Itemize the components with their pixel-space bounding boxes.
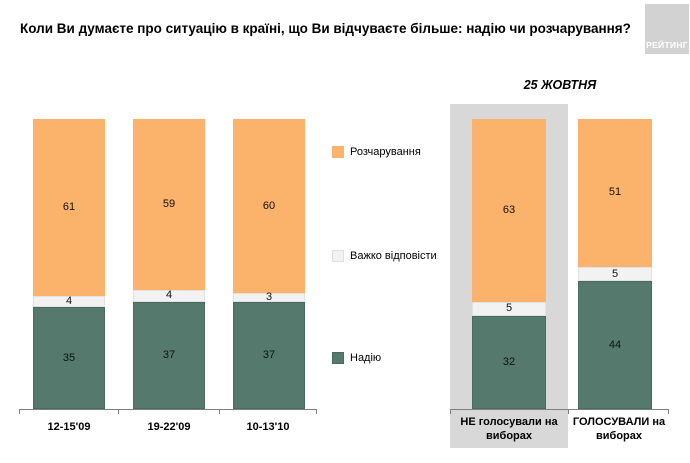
axis-tick	[316, 409, 317, 414]
bar-segment-disappointment: 59	[133, 119, 205, 291]
bar-segment-hope: 44	[578, 281, 652, 409]
bar-value-label: 3	[265, 290, 273, 303]
bar-value-label: 37	[162, 348, 176, 361]
bar-segment-hard-to-answer: 5	[472, 301, 546, 317]
bar-segment-hope: 37	[133, 301, 205, 409]
bar-value-label: 60	[262, 199, 276, 212]
bar-value-label: 4	[65, 295, 73, 308]
bar-segment-hard-to-answer: 4	[133, 290, 205, 302]
category-label: 10-13'10	[246, 421, 290, 433]
category-label: ГОЛОСУВАЛИ на виборах	[572, 416, 666, 442]
bar-segment-hard-to-answer: 4	[33, 296, 105, 308]
bar-value-label: 61	[62, 200, 76, 213]
legend-swatch-hope	[332, 352, 344, 364]
bar-value-label: 59	[162, 198, 176, 211]
stacked-bar: 59 4 37	[133, 119, 205, 409]
bar-segment-disappointment: 61	[33, 119, 105, 296]
bar-value-label: 63	[502, 203, 516, 216]
legend-item-hope: Надію	[332, 352, 381, 364]
category-label: НЕ голосували на виборах	[460, 416, 558, 442]
bar-segment-hope: 32	[472, 316, 546, 409]
bar-segment-disappointment: 63	[472, 119, 546, 302]
legend-swatch-disappointment	[332, 146, 344, 158]
axis-tick	[568, 409, 569, 414]
bar-segment-disappointment: 60	[233, 119, 305, 293]
axis-tick	[19, 409, 20, 414]
axis-tick	[668, 409, 669, 414]
stacked-bar: 60 3 37	[233, 119, 305, 409]
chart-title: Коли Ви думаєте про ситуацію в країні, щ…	[20, 21, 631, 36]
bar-segment-hard-to-answer: 5	[578, 266, 652, 282]
bar-value-label: 32	[502, 356, 516, 369]
bar-value-label: 44	[608, 338, 622, 351]
legend-label-hard-to-answer: Важко відповісти	[350, 250, 437, 262]
rating-agency-logo: РЕЙТИНГ	[645, 4, 689, 54]
legend-item-hard-to-answer: Важко відповісти	[332, 250, 437, 262]
bar-segment-hope: 35	[33, 307, 105, 409]
x-axis-right	[450, 409, 669, 410]
legend-swatch-hard-to-answer	[332, 250, 344, 262]
bar-value-label: 5	[611, 267, 619, 280]
x-axis-left	[19, 409, 317, 410]
axis-tick	[219, 409, 220, 414]
axis-tick	[118, 409, 119, 414]
legend-label-hope: Надію	[350, 352, 382, 364]
date-annotation: 25 ЖОВТНЯ	[523, 78, 597, 92]
legend-label-disappointment: Розчарування	[350, 146, 421, 158]
bar-segment-hope: 37	[233, 301, 305, 409]
bar-value-label: 5	[505, 302, 513, 315]
bar-value-label: 35	[62, 351, 76, 364]
bar-value-label: 37	[262, 348, 276, 361]
stacked-bar: 63 5 32	[472, 119, 546, 409]
bar-value-label: 51	[608, 186, 622, 199]
stacked-bar: 51 5 44	[578, 119, 652, 409]
category-label: 19-22'09	[147, 421, 191, 433]
category-label: 12-15'09	[47, 421, 91, 433]
legend-item-disappointment: Розчарування	[332, 146, 421, 158]
stacked-bar: 61 4 35	[33, 119, 105, 409]
axis-tick	[450, 409, 451, 414]
bar-value-label: 4	[165, 289, 173, 302]
bar-segment-disappointment: 51	[578, 119, 652, 267]
bar-segment-hard-to-answer: 3	[233, 290, 305, 303]
rating-logo-text: РЕЙТИНГ	[646, 40, 688, 50]
